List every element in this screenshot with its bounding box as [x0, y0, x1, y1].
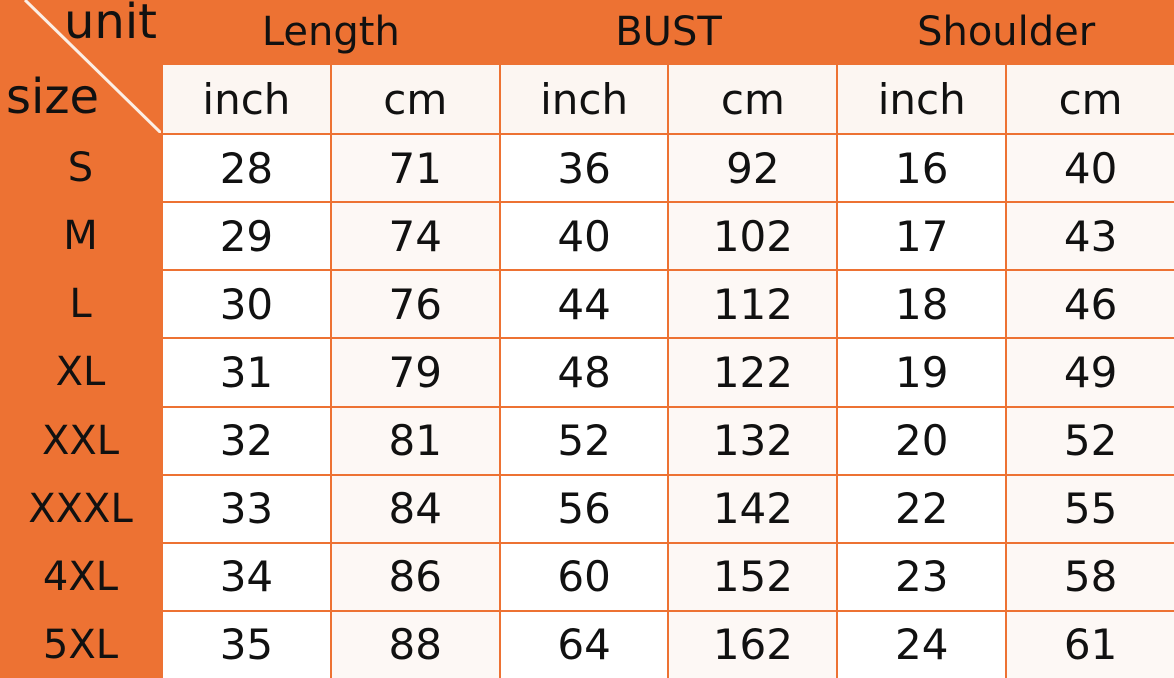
- value-cell: 40: [500, 203, 668, 270]
- value-cell: 86: [331, 543, 499, 610]
- value-cell: 48: [500, 339, 668, 406]
- value-cell: 23: [838, 543, 1006, 610]
- unit-header: cm: [1007, 65, 1174, 133]
- value-cell: 24: [838, 611, 1006, 678]
- value-cell: 92: [669, 135, 837, 202]
- value-cell: 34: [163, 543, 330, 610]
- value-cell: 31: [163, 339, 330, 406]
- unit-header: cm: [669, 65, 837, 133]
- diagonal-divider: [23, 0, 161, 133]
- value-cell: 71: [331, 135, 499, 202]
- unit-header: inch: [163, 65, 330, 133]
- unit-header: cm: [331, 65, 499, 133]
- group-header-length: Length: [163, 0, 499, 63]
- size-cell: L: [0, 271, 161, 338]
- value-cell: 32: [163, 407, 330, 474]
- unit-header: inch: [500, 65, 668, 133]
- value-cell: 74: [331, 203, 499, 270]
- value-cell: 35: [163, 611, 330, 678]
- size-cell: S: [0, 135, 161, 202]
- value-cell: 29: [163, 203, 330, 270]
- value-cell: 33: [163, 475, 330, 542]
- value-cell: 19: [838, 339, 1006, 406]
- value-cell: 36: [500, 135, 668, 202]
- value-cell: 52: [500, 407, 668, 474]
- value-cell: 17: [838, 203, 1006, 270]
- size-cell: M: [0, 203, 161, 270]
- value-cell: 20: [838, 407, 1006, 474]
- value-cell: 61: [1007, 611, 1174, 678]
- value-cell: 152: [669, 543, 837, 610]
- value-cell: 58: [1007, 543, 1174, 610]
- value-cell: 60: [500, 543, 668, 610]
- value-cell: 43: [1007, 203, 1174, 270]
- size-cell: 5XL: [0, 611, 161, 678]
- value-cell: 40: [1007, 135, 1174, 202]
- size-label: size: [6, 69, 100, 125]
- value-cell: 81: [331, 407, 499, 474]
- value-cell: 122: [669, 339, 837, 406]
- value-cell: 79: [331, 339, 499, 406]
- unit-header: inch: [838, 65, 1006, 133]
- group-header-shoulder: Shoulder: [838, 0, 1174, 63]
- size-cell: XL: [0, 339, 161, 406]
- value-cell: 52: [1007, 407, 1174, 474]
- value-cell: 102: [669, 203, 837, 270]
- value-cell: 56: [500, 475, 668, 542]
- value-cell: 112: [669, 271, 837, 338]
- value-cell: 142: [669, 475, 837, 542]
- value-cell: 84: [331, 475, 499, 542]
- value-cell: 88: [331, 611, 499, 678]
- value-cell: 30: [163, 271, 330, 338]
- value-cell: 132: [669, 407, 837, 474]
- size-cell: XXL: [0, 407, 161, 474]
- corner-header: unit size: [0, 0, 161, 133]
- value-cell: 49: [1007, 339, 1174, 406]
- value-cell: 22: [838, 475, 1006, 542]
- unit-label: unit: [64, 0, 157, 50]
- value-cell: 44: [500, 271, 668, 338]
- size-cell: XXXL: [0, 475, 161, 542]
- value-cell: 55: [1007, 475, 1174, 542]
- value-cell: 162: [669, 611, 837, 678]
- value-cell: 64: [500, 611, 668, 678]
- value-cell: 16: [838, 135, 1006, 202]
- group-header-bust: BUST: [500, 0, 837, 63]
- value-cell: 28: [163, 135, 330, 202]
- size-cell: 4XL: [0, 543, 161, 610]
- value-cell: 18: [838, 271, 1006, 338]
- value-cell: 76: [331, 271, 499, 338]
- value-cell: 46: [1007, 271, 1174, 338]
